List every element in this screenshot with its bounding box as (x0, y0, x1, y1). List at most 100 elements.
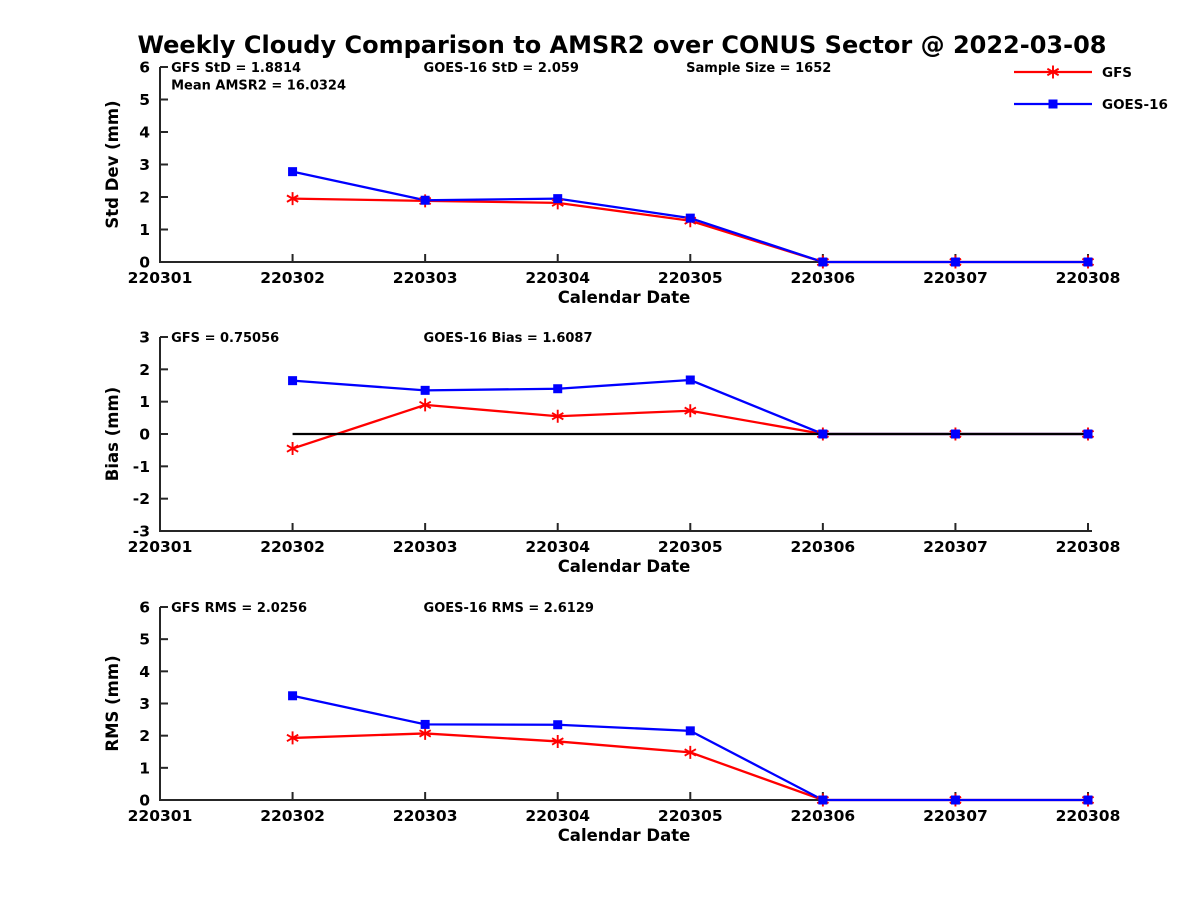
star-marker (551, 409, 564, 423)
square-marker (685, 726, 695, 736)
gfs-line (292, 197, 1088, 264)
square-marker (420, 195, 430, 205)
x-tick-label: 220306 (790, 807, 855, 825)
y-tick-label: 3 (139, 695, 150, 713)
y-axis-label: Std Dev (mm) (103, 100, 122, 228)
stat-annotation: GOES-16 Bias = 1.6087 (424, 331, 593, 346)
square-marker (420, 385, 430, 395)
x-tick-label: 220308 (1056, 538, 1121, 556)
square-marker (950, 429, 960, 439)
x-tick-label: 220301 (128, 538, 193, 556)
y-tick-label: 1 (139, 393, 150, 411)
square-marker (818, 257, 828, 267)
y-tick-label: 2 (139, 361, 150, 379)
x-tick-label: 220304 (525, 807, 590, 825)
square-marker (553, 194, 563, 204)
star-marker (1046, 65, 1060, 79)
y-tick-label: 3 (139, 156, 150, 174)
x-tick-label: 220308 (1056, 807, 1121, 825)
x-tick-label: 220307 (923, 807, 988, 825)
x-tick-label: 220305 (658, 269, 723, 287)
y-tick-label: 5 (139, 91, 150, 109)
square-marker (1083, 795, 1093, 805)
y-tick-label: 0 (139, 254, 150, 272)
x-tick-label: 220306 (790, 538, 855, 556)
x-tick-label: 220307 (923, 269, 988, 287)
square-marker (685, 375, 695, 385)
y-tick-label: 1 (139, 759, 150, 777)
square-marker (288, 376, 298, 386)
x-tick-label: 220303 (393, 269, 458, 287)
legend-label: GOES-16 (1102, 97, 1168, 113)
x-tick-label: 220304 (525, 269, 590, 287)
stat-annotation: Sample Size = 1652 (686, 61, 831, 76)
square-marker (950, 795, 960, 805)
square-marker (685, 213, 695, 223)
stat-annotation: GFS RMS = 2.0256 (171, 601, 307, 616)
square-marker (818, 795, 828, 805)
square-marker (553, 384, 563, 394)
star-marker (684, 404, 697, 418)
x-tick-label: 220301 (128, 269, 193, 287)
x-tick-label: 220302 (260, 269, 325, 287)
y-tick-label: 4 (139, 663, 150, 681)
y-tick-label: 6 (139, 59, 150, 77)
y-axis-label: Bias (mm) (103, 387, 122, 481)
y-tick-label: 5 (139, 631, 150, 649)
square-marker (288, 167, 298, 177)
x-tick-label: 220301 (128, 807, 193, 825)
stat-annotation: GOES-16 StD = 2.059 (424, 61, 579, 76)
square-marker (288, 691, 298, 701)
x-tick-label: 220303 (393, 538, 458, 556)
square-marker (420, 719, 430, 729)
legend-label: GFS (1102, 65, 1132, 81)
x-axis-label: Calendar Date (558, 557, 691, 576)
bias-chart: -3 -2 -1 0 1 2 3 220301 220302 220303 220304 220305… (103, 329, 1120, 577)
rms-chart: 0 1 2 3 4 5 6 220301 220302 220303 220304 220305 220… (103, 599, 1120, 846)
x-tick-label: 220303 (393, 807, 458, 825)
stat-annotation: GFS StD = 1.8814 (171, 61, 301, 76)
y-tick-label: 6 (139, 599, 150, 617)
std-dev-chart: 0 1 2 3 4 5 6 220301 220302 220303 220304 220305 220… (103, 59, 1120, 308)
stat-annotation: Mean AMSR2 = 16.0324 (171, 79, 346, 94)
x-tick-label: 220305 (658, 538, 723, 556)
y-tick-label: 2 (139, 189, 150, 207)
figure-title: Weekly Cloudy Comparison to AMSR2 over C… (138, 31, 1107, 59)
square-marker (553, 720, 563, 730)
square-marker (1048, 99, 1058, 109)
star-marker (551, 734, 564, 748)
x-tick-label: 220308 (1056, 269, 1121, 287)
y-tick-label: -3 (133, 523, 150, 541)
star-marker (684, 745, 697, 759)
square-marker (1083, 257, 1093, 267)
x-tick-label: 220306 (790, 269, 855, 287)
star-marker (286, 192, 299, 206)
y-tick-label: 4 (139, 124, 150, 142)
square-marker (818, 429, 828, 439)
legend: GFS GOES-16 (1014, 65, 1168, 113)
x-tick-label: 220305 (658, 807, 723, 825)
x-axis-label: Calendar Date (558, 826, 691, 845)
y-tick-label: 0 (139, 792, 150, 810)
y-tick-label: 3 (139, 329, 150, 347)
star-marker (419, 398, 432, 412)
y-axis-label: RMS (mm) (103, 655, 122, 751)
y-tick-label: -1 (133, 458, 150, 476)
gfs-line (292, 732, 1088, 802)
star-marker (286, 442, 299, 456)
x-tick-label: 220302 (260, 538, 325, 556)
star-marker (286, 731, 299, 745)
x-tick-label: 220302 (260, 807, 325, 825)
square-marker (950, 257, 960, 267)
square-marker (1083, 429, 1093, 439)
stat-annotation: GOES-16 RMS = 2.6129 (424, 601, 594, 616)
x-tick-label: 220304 (525, 538, 590, 556)
y-tick-label: 1 (139, 221, 150, 239)
y-tick-label: 0 (139, 426, 150, 444)
stat-annotation: GFS = 0.75056 (171, 331, 279, 346)
y-tick-label: 2 (139, 727, 150, 745)
x-tick-label: 220307 (923, 538, 988, 556)
x-axis-label: Calendar Date (558, 288, 691, 307)
